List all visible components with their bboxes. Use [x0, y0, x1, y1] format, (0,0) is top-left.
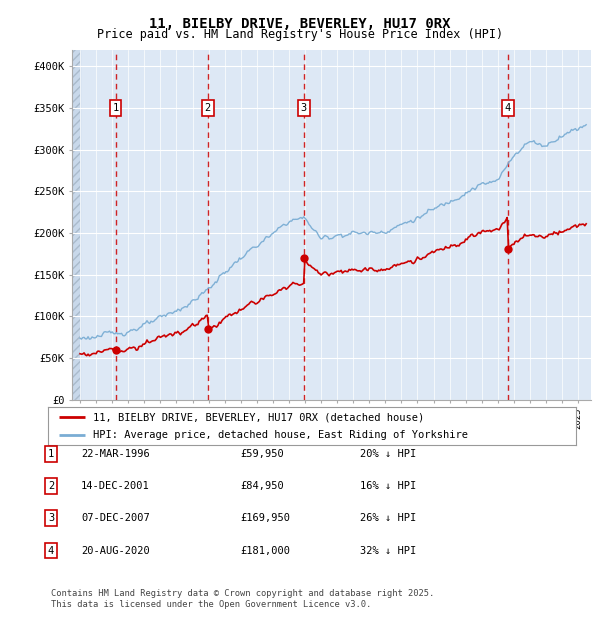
Text: 1: 1	[48, 449, 54, 459]
Text: 2: 2	[48, 481, 54, 491]
Bar	[72, 50, 80, 400]
Text: 32% ↓ HPI: 32% ↓ HPI	[360, 546, 416, 556]
Text: Price paid vs. HM Land Registry's House Price Index (HPI): Price paid vs. HM Land Registry's House …	[97, 28, 503, 40]
Text: 11, BIELBY DRIVE, BEVERLEY, HU17 0RX (detached house): 11, BIELBY DRIVE, BEVERLEY, HU17 0RX (de…	[93, 412, 424, 422]
Text: Contains HM Land Registry data © Crown copyright and database right 2025.
This d: Contains HM Land Registry data © Crown c…	[51, 590, 434, 609]
Text: £59,950: £59,950	[240, 449, 284, 459]
Text: 20-AUG-2020: 20-AUG-2020	[81, 546, 150, 556]
Text: £169,950: £169,950	[240, 513, 290, 523]
Text: 16% ↓ HPI: 16% ↓ HPI	[360, 481, 416, 491]
Text: 3: 3	[48, 513, 54, 523]
Text: HPI: Average price, detached house, East Riding of Yorkshire: HPI: Average price, detached house, East…	[93, 430, 468, 440]
Text: 14-DEC-2001: 14-DEC-2001	[81, 481, 150, 491]
Text: £84,950: £84,950	[240, 481, 284, 491]
Text: 1: 1	[113, 103, 119, 113]
Bar	[72, 50, 80, 400]
Text: 22-MAR-1996: 22-MAR-1996	[81, 449, 150, 459]
Text: 20% ↓ HPI: 20% ↓ HPI	[360, 449, 416, 459]
Text: 3: 3	[301, 103, 307, 113]
Text: 4: 4	[505, 103, 511, 113]
Text: 2: 2	[205, 103, 211, 113]
Text: 4: 4	[48, 546, 54, 556]
Text: 26% ↓ HPI: 26% ↓ HPI	[360, 513, 416, 523]
Text: 11, BIELBY DRIVE, BEVERLEY, HU17 0RX: 11, BIELBY DRIVE, BEVERLEY, HU17 0RX	[149, 17, 451, 30]
Text: £181,000: £181,000	[240, 546, 290, 556]
Text: 07-DEC-2007: 07-DEC-2007	[81, 513, 150, 523]
